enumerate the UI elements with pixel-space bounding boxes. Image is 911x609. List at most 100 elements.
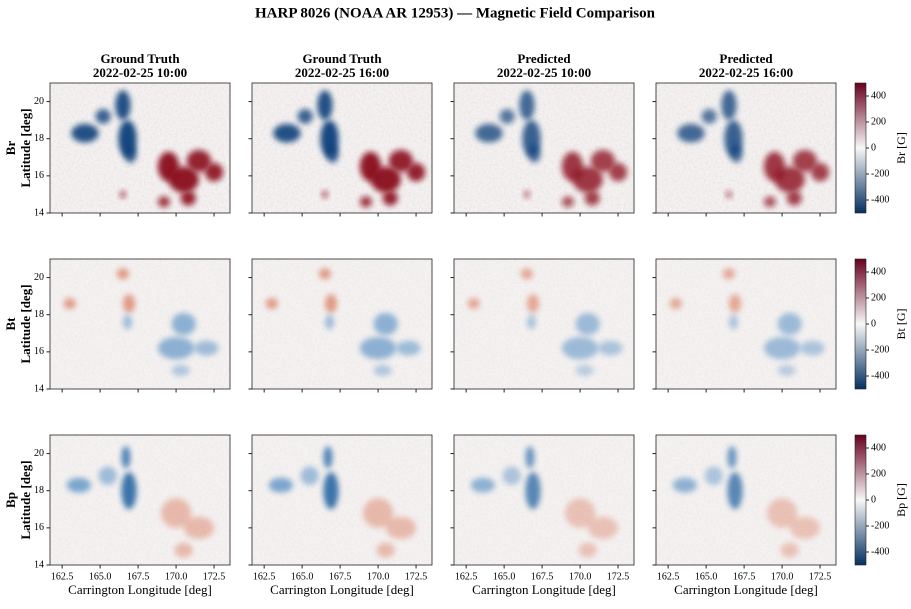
field-region — [376, 542, 395, 558]
field-region — [561, 196, 575, 208]
field-region — [121, 472, 137, 510]
field-region — [780, 542, 799, 558]
axes-frame — [251, 434, 433, 566]
y-axis-label: Latitude [deg] — [18, 108, 33, 187]
field-region — [171, 364, 190, 376]
y-axis-label: Latitude [deg] — [18, 460, 33, 539]
y-tick-label: 20 — [34, 448, 44, 459]
x-tick-label: 172.5 — [203, 571, 226, 582]
heatmap-noise — [252, 83, 432, 213]
field-region — [722, 268, 735, 280]
field-region — [584, 190, 600, 206]
field-region — [124, 144, 137, 163]
field-region — [800, 340, 825, 356]
field-region — [701, 109, 717, 124]
field-region — [730, 144, 743, 163]
heatmap — [252, 83, 432, 213]
field-region — [728, 294, 742, 313]
x-tick-label: 165.0 — [89, 571, 112, 582]
heatmap-noise — [50, 259, 230, 389]
field-region — [598, 340, 623, 356]
field-region — [122, 314, 133, 330]
axes-frame — [655, 82, 837, 214]
colorbar — [854, 82, 867, 214]
y-tick-label: 14 — [34, 383, 44, 394]
colorbar-tick-label: -400 — [871, 194, 889, 205]
y-tick-label: 18 — [34, 309, 44, 320]
x-tick-label: 172.5 — [405, 571, 428, 582]
x-tick-label: 167.5 — [733, 571, 756, 582]
x-tick-label: 170.0 — [771, 571, 794, 582]
field-region — [774, 166, 805, 193]
axes-frame — [655, 434, 837, 566]
field-region — [122, 294, 136, 313]
colorbar — [854, 258, 867, 390]
field-region — [575, 364, 594, 376]
row-label: Bp — [3, 492, 18, 508]
field-region — [475, 123, 503, 143]
axes-frame — [49, 82, 231, 214]
field-region — [406, 162, 426, 182]
x-tick-label: 162.5 — [455, 571, 478, 582]
axes-frame — [49, 434, 231, 566]
y-tick-label: 14 — [34, 559, 44, 570]
field-region — [519, 90, 535, 121]
colorbar-tick-label: -400 — [871, 546, 889, 557]
field-region — [318, 268, 331, 280]
field-region — [359, 337, 397, 360]
field-region — [525, 446, 535, 469]
field-region — [523, 190, 530, 199]
heatmap-noise — [454, 435, 634, 565]
row-label: Br — [3, 141, 18, 156]
y-tick-label: 16 — [34, 346, 44, 357]
x-tick-label: 172.5 — [607, 571, 630, 582]
field-region — [786, 190, 802, 206]
column-time: 2022-02-25 10:00 — [497, 65, 591, 80]
heatmap-noise — [656, 259, 836, 389]
colorbar-tick-label: -400 — [871, 370, 889, 381]
colorbar-tick-label: 400 — [871, 90, 886, 101]
field-region — [777, 364, 796, 376]
field-region — [385, 516, 417, 539]
y-tick-label: 18 — [34, 485, 44, 496]
x-tick-label: 172.5 — [809, 571, 832, 582]
axes-frame — [453, 258, 635, 390]
field-region — [71, 123, 99, 143]
field-region — [273, 123, 301, 143]
column-title: Predicted — [517, 51, 571, 66]
x-tick-label: 162.5 — [657, 571, 680, 582]
field-region — [63, 298, 76, 310]
colorbar-tick-label: 200 — [871, 292, 886, 303]
column-title: Predicted — [719, 51, 773, 66]
field-region — [98, 466, 117, 486]
y-tick-label: 14 — [34, 207, 44, 218]
colorbar-label: Br [G] — [894, 132, 908, 164]
field-region — [121, 446, 131, 469]
row-label: Bt — [3, 317, 18, 331]
field-region — [95, 109, 111, 124]
field-region — [704, 466, 723, 486]
field-region — [789, 516, 821, 539]
field-region — [575, 312, 600, 336]
colorbar-label: Bp [G] — [894, 483, 908, 517]
heatmap — [252, 435, 432, 565]
column-time: 2022-02-25 16:00 — [295, 65, 389, 80]
field-region — [171, 312, 196, 336]
x-tick-label: 162.5 — [51, 571, 74, 582]
field-region — [204, 162, 224, 182]
field-region — [608, 162, 628, 182]
field-region — [669, 298, 682, 310]
y-tick-label: 18 — [34, 133, 44, 144]
heatmap — [656, 259, 836, 389]
heatmap-noise — [50, 435, 230, 565]
axes-frame — [453, 82, 635, 214]
field-region — [168, 166, 199, 193]
field-region — [373, 312, 398, 336]
x-tick-label: 165.0 — [695, 571, 718, 582]
colorbar-tick-label: -200 — [871, 344, 889, 355]
field-region — [727, 472, 743, 510]
field-region — [157, 337, 195, 360]
x-tick-label: 165.0 — [291, 571, 314, 582]
field-region — [763, 196, 777, 208]
